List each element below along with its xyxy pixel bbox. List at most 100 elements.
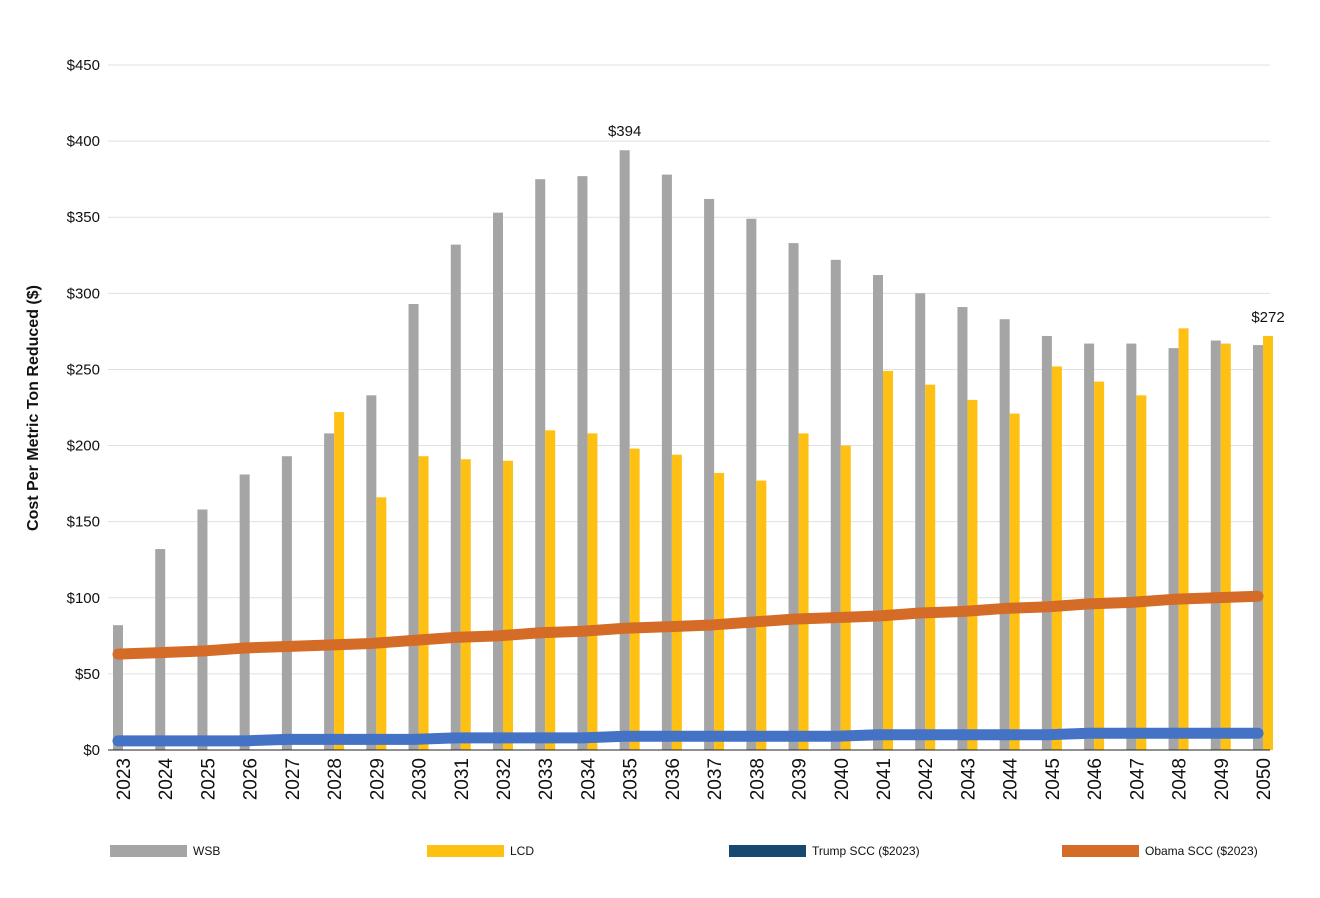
legend-label-trump-scc: Trump SCC ($2023) <box>812 844 920 858</box>
line-obama-scc-2023 <box>112 590 1264 660</box>
bar-wsb-2034 <box>577 176 588 751</box>
bar-wsb-2030 <box>408 303 419 750</box>
x-tick-label: 2030 <box>410 758 431 800</box>
x-tick-label: 2028 <box>325 758 346 800</box>
bar-wsb-2027 <box>281 456 292 750</box>
bar-wsb-2026 <box>239 474 250 750</box>
legend-item-wsb: WSB <box>110 843 220 859</box>
x-tick-label: 2042 <box>916 758 937 800</box>
y-tick-label: $150 <box>67 514 100 531</box>
bar-wsb-2042 <box>915 293 926 750</box>
x-tick-label: 2027 <box>283 758 304 800</box>
bar-lcd-2033 <box>545 430 556 750</box>
bar-wsb-2037 <box>704 198 715 750</box>
legend-item-obama-scc: Obama SCC ($2023) <box>1062 843 1258 859</box>
legend-swatch-obama-scc <box>1062 845 1139 857</box>
y-tick-label: $0 <box>83 742 100 759</box>
legend-label-lcd: LCD <box>510 844 535 858</box>
bar-wsb-2044 <box>999 319 1010 750</box>
x-tick-label: 2047 <box>1127 758 1148 800</box>
bar-lcd-2031 <box>460 459 471 750</box>
bar-wsb-2025 <box>197 509 208 750</box>
y-tick-label: $50 <box>75 666 100 683</box>
bar-wsb-2047 <box>1126 343 1137 750</box>
y-tick-label: $100 <box>67 590 100 607</box>
x-tick-label: 2024 <box>156 758 177 801</box>
bar-wsb-2023 <box>113 625 123 750</box>
x-tick-label: 2046 <box>1085 758 1106 800</box>
line-trump-scc-2023 <box>112 727 1264 747</box>
legend-label-obama-scc: Obama SCC ($2023) <box>1145 844 1258 858</box>
x-tick-label: 2048 <box>1170 758 1191 800</box>
bar-wsb-2041 <box>873 275 883 750</box>
legend-label-wsb: WSB <box>193 844 221 858</box>
bar-lcd-2047 <box>1136 395 1147 750</box>
bar-lcd-2045 <box>1051 366 1062 750</box>
bar-lcd-2038 <box>756 480 767 750</box>
bars <box>113 150 1273 751</box>
x-tick-label: 2037 <box>705 758 726 800</box>
data-label: $272 <box>1251 309 1284 326</box>
x-tick-label: 2041 <box>874 758 895 800</box>
bar-lcd-2041 <box>883 370 893 750</box>
bar-lcd-2044 <box>1009 413 1020 750</box>
bar-lcd-2046 <box>1094 381 1105 750</box>
bar-lcd-2036 <box>671 454 682 750</box>
x-tick-label: 2045 <box>1043 758 1064 800</box>
legend-swatch-wsb <box>110 845 187 857</box>
bar-lcd-2035 <box>629 448 640 750</box>
x-tick-label: 2035 <box>621 758 642 800</box>
data-label: $394 <box>608 123 641 140</box>
bar-lcd-2042 <box>925 384 936 750</box>
x-tick-label: 2033 <box>536 758 557 800</box>
x-tick-label: 2043 <box>958 758 979 800</box>
bar-lcd-2050 <box>1263 335 1273 750</box>
bar-lcd-2028 <box>334 412 345 750</box>
bar-wsb-2049 <box>1210 340 1221 750</box>
bar-lcd-2040 <box>840 445 851 750</box>
bar-wsb-2045 <box>1041 335 1052 750</box>
y-tick-label: $250 <box>67 361 100 378</box>
x-tick-label: 2038 <box>747 758 768 800</box>
bar-lcd-2030 <box>418 456 429 750</box>
bar-lcd-2039 <box>798 433 809 750</box>
legend: WSB LCD Trump SCC ($2023) Obama SCC ($20… <box>0 843 1320 863</box>
bar-wsb-2028 <box>324 433 335 750</box>
bar-wsb-2043 <box>957 307 968 750</box>
bar-lcd-2037 <box>714 472 725 750</box>
bar-wsb-2038 <box>746 218 757 750</box>
bar-wsb-2040 <box>830 259 841 750</box>
bar-lcd-2049 <box>1220 343 1231 750</box>
bar-wsb-2050 <box>1253 345 1263 750</box>
y-tick-label: $450 <box>67 57 100 74</box>
x-tick-label: 2049 <box>1212 758 1233 800</box>
y-tick-label: $200 <box>67 438 100 455</box>
x-tick-label: 2032 <box>494 758 515 800</box>
legend-item-trump-scc: Trump SCC ($2023) <box>729 843 920 859</box>
y-axis-label: Cost Per Metric Ton Reduced ($) <box>25 285 42 531</box>
legend-item-lcd: LCD <box>427 843 534 859</box>
x-tick-label: 2034 <box>578 758 599 801</box>
y-tick-label: $300 <box>67 285 100 302</box>
x-tick-label: 2023 <box>114 758 135 800</box>
x-tick-label: 2044 <box>1001 758 1022 801</box>
lines <box>112 590 1264 747</box>
bar-lcd-2029 <box>376 497 387 750</box>
x-tick-label: 2025 <box>198 758 219 800</box>
bar-wsb-2039 <box>788 243 799 750</box>
bar-wsb-2032 <box>493 212 503 751</box>
y-tick-label: $400 <box>67 133 100 150</box>
bar-lcd-2034 <box>587 433 598 750</box>
x-tick-label: 2031 <box>452 758 473 800</box>
bar-wsb-2029 <box>366 395 377 750</box>
bar-wsb-2046 <box>1084 343 1095 750</box>
bar-lcd-2032 <box>503 460 513 750</box>
x-tick-label: 2039 <box>790 758 811 800</box>
x-tick-label: 2050 <box>1254 758 1275 800</box>
y-tick-label: $350 <box>67 209 100 226</box>
x-tick-label: 2026 <box>241 758 262 800</box>
x-tick-label: 2036 <box>663 758 684 800</box>
bar-wsb-2035 <box>619 150 630 750</box>
bar-lcd-2048 <box>1178 328 1189 750</box>
